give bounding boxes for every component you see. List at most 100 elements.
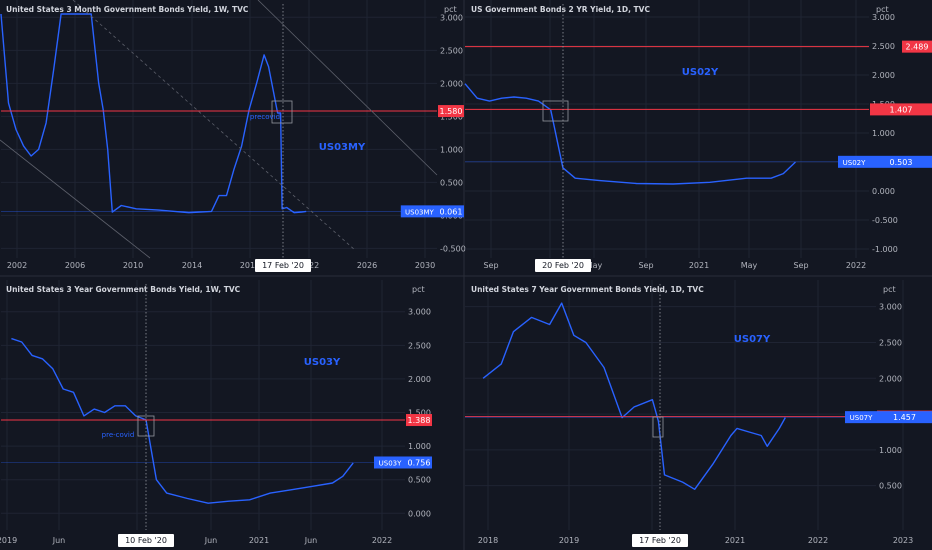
- crosshair-date-box: [632, 534, 688, 547]
- highlight-box: [137, 415, 155, 437]
- y-tick-label: 3.000: [879, 303, 902, 312]
- axis-unit-label: pct: [412, 285, 425, 294]
- crosshair-date-box: [118, 534, 174, 547]
- highlight-box: [271, 100, 293, 124]
- axis-unit-label: pct: [876, 5, 889, 14]
- level-price-label: 1.580: [440, 107, 463, 116]
- crosshair-date-label: 17 Feb '20: [262, 261, 304, 270]
- x-tick-label: Jun: [304, 536, 318, 545]
- y-tick-label: 2.500: [408, 341, 431, 350]
- yield-series-line: [464, 83, 796, 185]
- current-price-tag: [877, 411, 932, 424]
- current-price-tag: [438, 205, 464, 218]
- crosshair-date-box: [255, 259, 311, 272]
- current-price-tag: [406, 456, 432, 469]
- symbol-watermark: US03Y: [304, 357, 341, 368]
- x-tick-label: Sep: [483, 261, 498, 270]
- symbol-tag: [838, 155, 870, 168]
- y-tick-label: -0.500: [440, 244, 466, 253]
- level-price-tag-2: [902, 40, 932, 53]
- y-tick-label: -0.500: [872, 216, 898, 225]
- chart-title: United States 7 Year Government Bonds Yi…: [471, 285, 704, 294]
- symbol-tag-label: US03Y: [379, 459, 402, 467]
- symbol-watermark: US02Y: [682, 67, 719, 78]
- current-price-label: 0.061: [440, 207, 463, 216]
- crosshair-date-label: 10 Feb '20: [125, 536, 167, 545]
- x-tick-label: 2023: [893, 536, 913, 545]
- symbol-tag-label: US03MY: [405, 208, 435, 216]
- yield-series-line: [482, 302, 786, 490]
- x-tick-label: Jun: [204, 536, 218, 545]
- crosshair-date-box: [535, 259, 591, 272]
- symbol-tag: [374, 456, 406, 469]
- chart-panel-us02y: 3.0002.5002.0001.5001.0000.5000.000-0.50…: [464, 0, 932, 272]
- x-tick-label: 2022: [372, 536, 392, 545]
- x-tick-label: 2026: [357, 261, 377, 270]
- chart-title: United States 3 Month Government Bonds Y…: [6, 5, 249, 14]
- yield-series-line: [0, 13, 307, 214]
- y-tick-label: 0.500: [408, 476, 431, 485]
- y-tick-label: 0.500: [440, 178, 463, 187]
- y-tick-label: 1.000: [879, 446, 902, 455]
- current-price-label: 1.457: [893, 413, 916, 422]
- x-tick-label: 2030: [415, 261, 435, 270]
- x-tick-label: 2010: [123, 261, 143, 270]
- x-tick-label: 2021: [689, 261, 709, 270]
- symbol-watermark: US07Y: [734, 334, 771, 345]
- x-tick-label: 2014: [182, 261, 202, 270]
- symbol-tag: [845, 411, 877, 424]
- symbol-watermark: US03MY: [319, 142, 366, 153]
- annotation-label: pre-covid: [102, 431, 135, 439]
- y-tick-label: 2.000: [408, 375, 431, 384]
- level-price-tag: [406, 414, 432, 427]
- x-tick-label: 2018: [240, 261, 260, 270]
- y-tick-label: 2.500: [440, 46, 463, 55]
- symbol-tag-label: US07Y: [850, 414, 873, 422]
- trend-line-dashed: [72, 0, 356, 251]
- chart-title: US Government Bonds 2 YR Yield, 1D, TVC: [471, 5, 650, 14]
- current-price-label: 0.503: [890, 158, 913, 167]
- highlight-box: [652, 416, 664, 438]
- level-price-label: 1.388: [408, 416, 431, 425]
- x-tick-label: May: [741, 261, 758, 270]
- y-tick-label: -1.000: [872, 245, 898, 254]
- x-tick-label: 2022: [808, 536, 828, 545]
- y-tick-label: 1.000: [872, 129, 895, 138]
- y-tick-label: 2.500: [879, 338, 902, 347]
- y-tick-label: 2.500: [872, 42, 895, 51]
- y-tick-label: 0.000: [408, 509, 431, 518]
- chart-panel-us07y: 3.0002.5002.0001.5001.0000.5002018201920…: [465, 280, 932, 547]
- x-tick-label: Jun: [52, 536, 66, 545]
- symbol-tag-label: US02Y: [843, 159, 866, 167]
- x-tick-label: 2021: [249, 536, 269, 545]
- level-price-label: 1.407: [890, 105, 913, 114]
- y-tick-label: 1.500: [408, 409, 431, 418]
- trend-line-upper: [257, 0, 438, 176]
- crosshair-date-label: 17 Feb '20: [639, 536, 681, 545]
- highlight-box: [542, 100, 569, 122]
- annotation-label: precovid: [250, 113, 280, 121]
- x-tick-label: 2018: [478, 536, 498, 545]
- x-tick-label: 2019: [0, 536, 17, 545]
- axis-unit-label: pct: [444, 5, 457, 14]
- x-tick-label: 2002: [7, 261, 27, 270]
- y-tick-label: 1.000: [440, 145, 463, 154]
- y-tick-label: 2.000: [440, 79, 463, 88]
- y-tick-label: 2.000: [879, 374, 902, 383]
- crosshair-date-label: 20 Feb '20: [542, 261, 584, 270]
- chart-title: United States 3 Year Government Bonds Yi…: [6, 285, 241, 294]
- y-tick-label: 3.000: [408, 308, 431, 317]
- level-price-tag: [438, 105, 464, 118]
- level-price-tag: [870, 103, 932, 116]
- chart-panel-us03y: 3.000 2.500 2.000 1.500 1.000 0.500 0.000 2019 J…: [0, 280, 432, 547]
- y-tick-label: 0.000: [872, 187, 895, 196]
- y-tick-label: 3.000: [872, 13, 895, 22]
- axis-unit-label: pct: [883, 285, 896, 294]
- x-tick-label: Sep: [793, 261, 808, 270]
- x-tick-label: 2022: [846, 261, 866, 270]
- current-price-tag: [870, 155, 932, 168]
- yield-series-line: [11, 337, 354, 504]
- y-tick-label: 2.000: [872, 71, 895, 80]
- trend-line-lower: [0, 139, 151, 259]
